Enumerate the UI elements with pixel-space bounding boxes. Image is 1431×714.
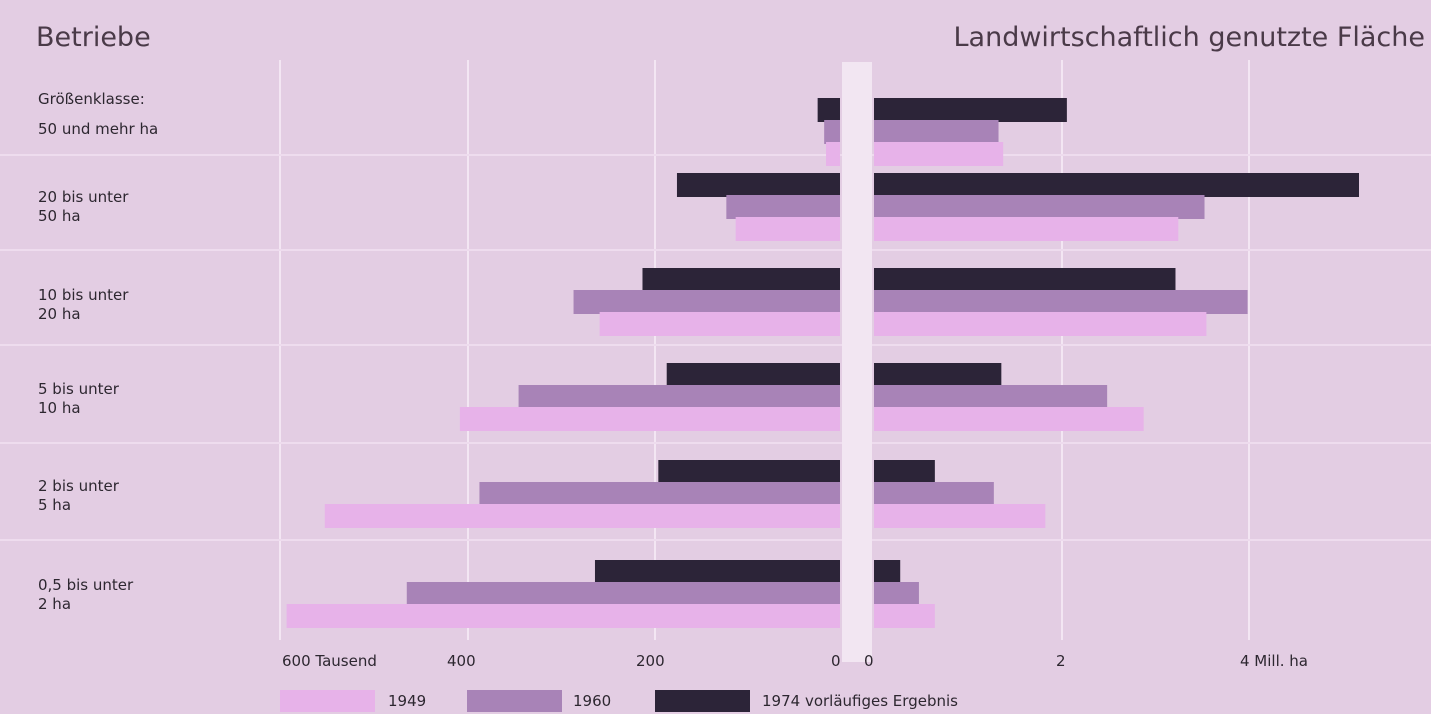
left-panel-title: Betriebe: [36, 22, 151, 53]
bar-betriebe-1960-0: [824, 120, 840, 144]
size-class-label: 2 bis unter 5 ha: [38, 477, 119, 514]
bar-flaeche-1949-3: [874, 407, 1144, 431]
size-class-label: 0,5 bis unter 2 ha: [38, 576, 134, 613]
bar-betriebe-1960-5: [406, 582, 840, 606]
size-class-label: 10 bis unter 20 ha: [38, 286, 129, 323]
bar-flaeche-1974-0: [874, 98, 1067, 122]
legend-label: 1960: [573, 692, 612, 710]
legend-label: 1974 vorläufiges Ergebnis: [762, 692, 958, 710]
bar-betriebe-1974-2: [642, 268, 840, 292]
right-panel-title: Landwirtschaftlich genutzte Fläche: [953, 22, 1426, 53]
right-axis-tick-label: 4 Mill. ha: [1240, 652, 1308, 670]
bar-flaeche-1960-1: [874, 195, 1205, 219]
bar-betriebe-1949-2: [599, 312, 840, 336]
bar-betriebe-1974-0: [817, 98, 840, 122]
bar-betriebe-1949-3: [459, 407, 840, 431]
bar-betriebe-1949-0: [826, 142, 840, 166]
bar-flaeche-1949-4: [874, 504, 1046, 528]
left-axis-tick-label: 200: [636, 652, 665, 670]
legend-swatch: [467, 690, 562, 712]
size-class-label: 50 und mehr ha: [38, 120, 159, 138]
bar-flaeche-1974-3: [874, 363, 1002, 387]
left-axis-tick-label: 0: [831, 652, 841, 670]
bar-flaeche-1949-2: [874, 312, 1207, 336]
legend-swatch: [280, 690, 375, 712]
bar-flaeche-1974-5: [874, 560, 901, 584]
bar-betriebe-1960-1: [726, 195, 840, 219]
bar-flaeche-1949-5: [874, 604, 935, 628]
bar-betriebe-1949-5: [286, 604, 841, 628]
bar-betriebe-1960-4: [479, 482, 840, 506]
bar-flaeche-1949-0: [874, 142, 1004, 166]
bar-flaeche-1960-4: [874, 482, 994, 506]
bar-flaeche-1960-0: [874, 120, 999, 144]
bar-betriebe-1960-3: [518, 385, 840, 409]
bar-flaeche-1960-5: [874, 582, 919, 606]
right-axis-tick-label: 0: [864, 652, 874, 670]
center-divider: [842, 62, 872, 662]
legend-label: 1949: [388, 692, 427, 710]
size-class-label: 20 bis unter 50 ha: [38, 188, 129, 225]
bar-betriebe-1949-1: [735, 217, 840, 241]
size-class-label: 5 bis unter 10 ha: [38, 380, 119, 417]
bar-betriebe-1974-3: [666, 363, 840, 387]
bar-betriebe-1974-4: [658, 460, 840, 484]
right-axis-tick-label: 2: [1056, 652, 1066, 670]
legend-swatch: [655, 690, 750, 712]
size-class-heading: Größenklasse:: [38, 90, 145, 108]
bar-flaeche-1960-2: [874, 290, 1248, 314]
bar-flaeche-1960-3: [874, 385, 1108, 409]
left-axis-tick-label: 400: [447, 652, 476, 670]
bar-betriebe-1960-2: [573, 290, 840, 314]
bar-flaeche-1974-4: [874, 460, 935, 484]
bar-flaeche-1974-1: [874, 173, 1359, 197]
bar-betriebe-1949-4: [324, 504, 840, 528]
bar-betriebe-1974-5: [594, 560, 840, 584]
bar-flaeche-1949-1: [874, 217, 1179, 241]
bar-betriebe-1974-1: [676, 173, 840, 197]
bar-flaeche-1974-2: [874, 268, 1176, 292]
left-axis-tick-label: 600 Tausend: [282, 652, 377, 670]
